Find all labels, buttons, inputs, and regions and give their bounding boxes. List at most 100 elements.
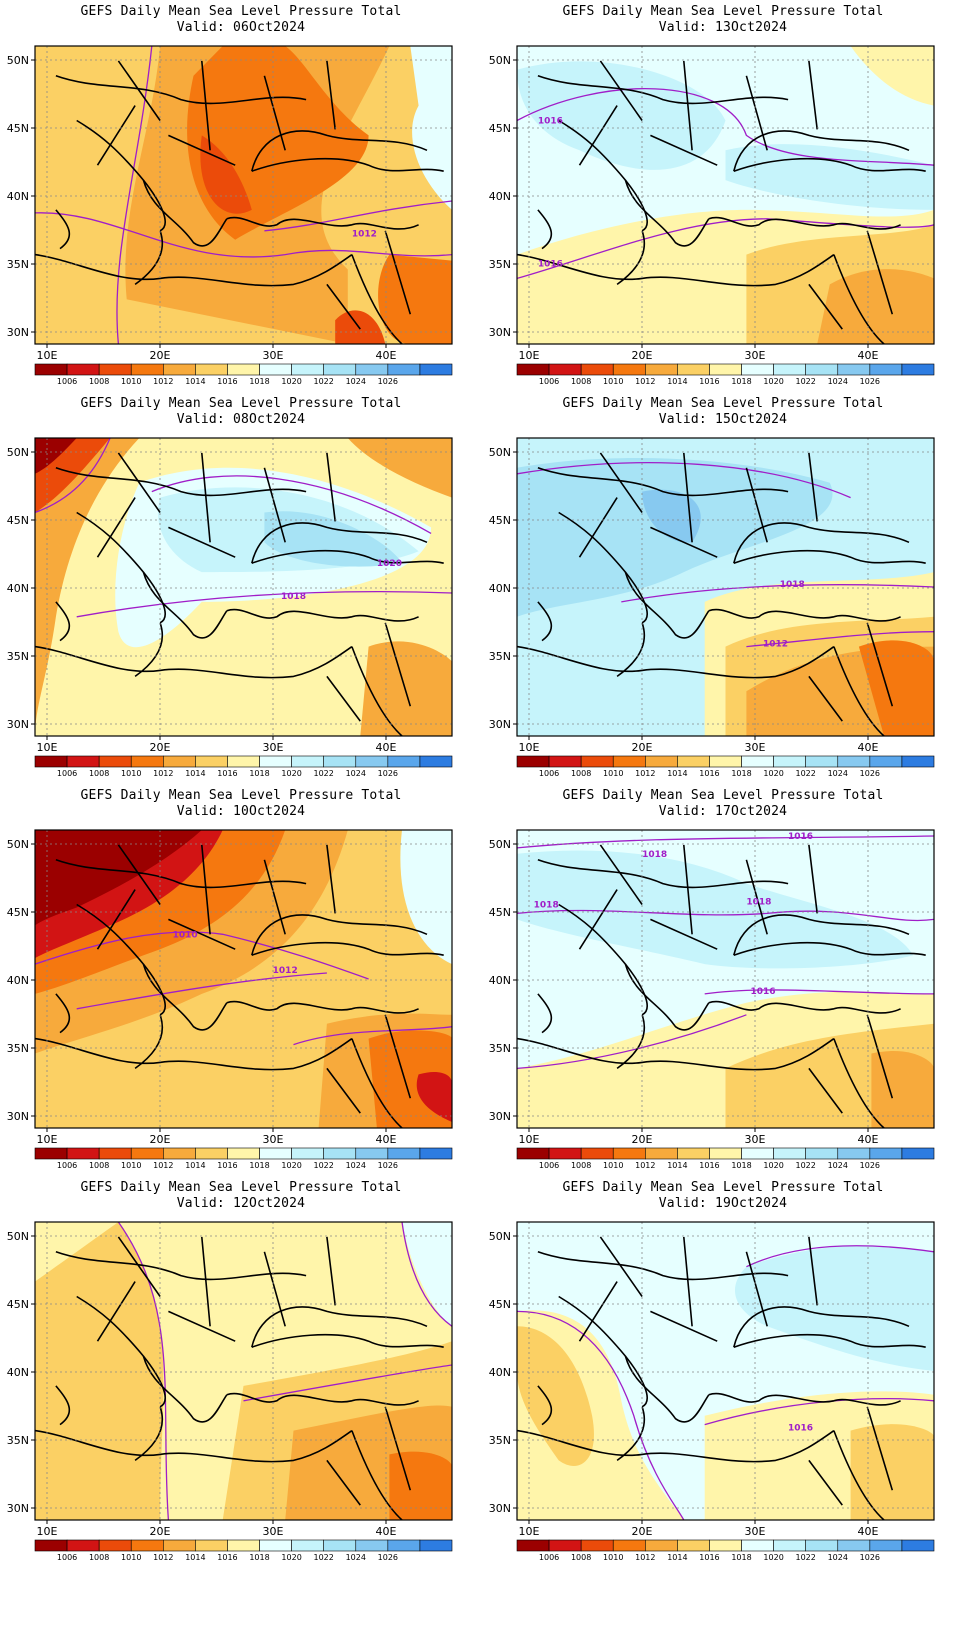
lat-tick-label: 35N: [489, 1042, 511, 1055]
coastline: [117, 844, 336, 935]
colorbar-label: 1022: [796, 377, 816, 386]
lon-tick-label: 40E: [376, 1525, 397, 1538]
lon-tick-label: 20E: [632, 741, 653, 754]
colorbar-label: 1010: [603, 769, 623, 778]
coastline: [733, 522, 910, 564]
colorbar-swatch: [259, 755, 292, 768]
colorbar-swatch: [130, 755, 164, 768]
colorbar-swatch: [387, 1539, 421, 1552]
isobar-line: [517, 462, 851, 499]
colorbar-swatch: [741, 1539, 774, 1552]
colorbar-swatch: [548, 755, 582, 768]
colorbar-swatch: [709, 1539, 742, 1552]
lat-tick-label: 35N: [7, 258, 29, 271]
colorbar-label: 1012: [635, 377, 655, 386]
colorbar-swatch: [163, 363, 196, 376]
colorbar-label: 1010: [121, 1553, 141, 1562]
pressure-fill-region: [389, 1451, 452, 1520]
coastline: [833, 1430, 885, 1520]
lon-tick-label: 30E: [263, 741, 284, 754]
colorbar-label: 1010: [121, 769, 141, 778]
colorbar-swatch: [677, 363, 710, 376]
colorbar-swatch: [837, 755, 871, 768]
colorbar-swatch: [805, 755, 839, 768]
colorbar-label: 1026: [860, 1161, 880, 1170]
coastline: [537, 1385, 646, 1462]
colorbar-swatch: [323, 1539, 357, 1552]
colorbar-swatch: [259, 1539, 292, 1552]
map-frame: [34, 45, 453, 345]
colorbar-label: 1026: [378, 1553, 398, 1562]
map-frame: [516, 45, 935, 345]
lat-tick-label: 30N: [7, 1502, 29, 1515]
colorbar-swatch: [548, 363, 582, 376]
lat-tick-label: 30N: [489, 1110, 511, 1123]
coastline: [599, 1236, 818, 1327]
lon-tick-label: 20E: [150, 349, 171, 362]
colorbar-swatch: [227, 1539, 260, 1552]
map-panel: 1020 1018 50N 45N 40N 35N 30N 10E 20E 30E 40E 1006 1…: [0, 392, 482, 802]
pressure-map: 1016 1018 1018 1018 1016 50N 45N 40N 35N 30N 10E 20…: [489, 829, 935, 1170]
lat-tick-label: 30N: [7, 718, 29, 731]
lon-tick-label: 30E: [263, 1133, 284, 1146]
pressure-map: 1012 50N 45N 40N 35N 30N 10E 20E 30E 40E 1006 1008 1…: [7, 45, 453, 386]
colorbar-label: 1026: [378, 769, 398, 778]
colorbar-swatch: [773, 1147, 806, 1160]
map-panel: 1016 1018 1018 1018 1016 50N 45N 40N 35N 30N 10E 20…: [482, 784, 964, 1194]
lat-tick-label: 45N: [489, 122, 511, 135]
panel-title: GEFS Daily Mean Sea Level Pressure Total: [562, 788, 884, 803]
colorbar-label: 1008: [89, 769, 109, 778]
colorbar-label: 1020: [763, 769, 783, 778]
coastline: [251, 130, 428, 172]
pressure-map: 1016 50N 45N 40N 35N 30N 10E 20E 30E 40E 1006 1008 1…: [489, 1221, 935, 1562]
pressure-map: 1016 1016 50N 45N 40N 35N 30N 10E 20E 30E 40E 1006 1…: [489, 45, 935, 386]
coastline: [142, 963, 228, 1031]
lon-tick-label: 40E: [858, 1133, 879, 1146]
colorbar-swatch: [66, 363, 100, 376]
colorbar-swatch: [163, 1539, 196, 1552]
coastline: [55, 1251, 307, 1281]
coastline: [55, 1385, 164, 1462]
colorbar-label: 1020: [281, 377, 301, 386]
colorbar-label: 1012: [635, 769, 655, 778]
pressure-fill-region: [858, 640, 934, 736]
colorbar-swatch: [98, 1539, 132, 1552]
colorbar-swatch: [901, 363, 935, 376]
colorbar-label: 1008: [89, 1161, 109, 1170]
lat-tick-label: 40N: [489, 974, 511, 987]
map-panel: 1016 1016 50N 45N 40N 35N 30N 10E 20E 30E 40E 1006 1…: [482, 0, 964, 410]
colorbar-swatch: [291, 1539, 324, 1552]
coastline: [624, 1355, 710, 1423]
colorbar-swatch: [709, 755, 742, 768]
isobar-label: 1010: [173, 930, 198, 940]
pressure-map: 50N 45N 40N 35N 30N 10E 20E 30E 40E 1006 1008 1010 1…: [7, 1221, 453, 1562]
colorbar-label: 1018: [731, 377, 751, 386]
colorbar-label: 1022: [796, 769, 816, 778]
map-frame: [516, 1221, 935, 1521]
coastline: [558, 903, 648, 1016]
lat-tick-label: 30N: [489, 718, 511, 731]
colorbar-label: 1024: [828, 377, 848, 386]
isobar-label: 1020: [377, 559, 402, 569]
coastline: [142, 179, 228, 247]
pressure-fill-region: [35, 438, 140, 736]
lat-tick-label: 35N: [489, 650, 511, 663]
isobar-line: [401, 1222, 452, 1327]
colorbar-swatch: [98, 1147, 132, 1160]
lon-tick-label: 10E: [519, 1525, 540, 1538]
coastline: [55, 859, 307, 889]
isobar-label: 1018: [642, 850, 667, 860]
colorbar-swatch: [901, 755, 935, 768]
colorbar-label: 1008: [571, 377, 591, 386]
lon-tick-label: 10E: [37, 1525, 58, 1538]
colorbar-swatch: [580, 363, 614, 376]
coastline: [96, 1281, 412, 1506]
colorbar-label: 1008: [89, 377, 109, 386]
coastline: [226, 216, 419, 230]
coastline: [578, 105, 894, 330]
coastline: [117, 1236, 336, 1327]
colorbar-swatch: [805, 363, 839, 376]
lat-tick-label: 30N: [7, 326, 29, 339]
colorbar-swatch: [837, 363, 871, 376]
colorbar-swatch: [195, 1147, 228, 1160]
